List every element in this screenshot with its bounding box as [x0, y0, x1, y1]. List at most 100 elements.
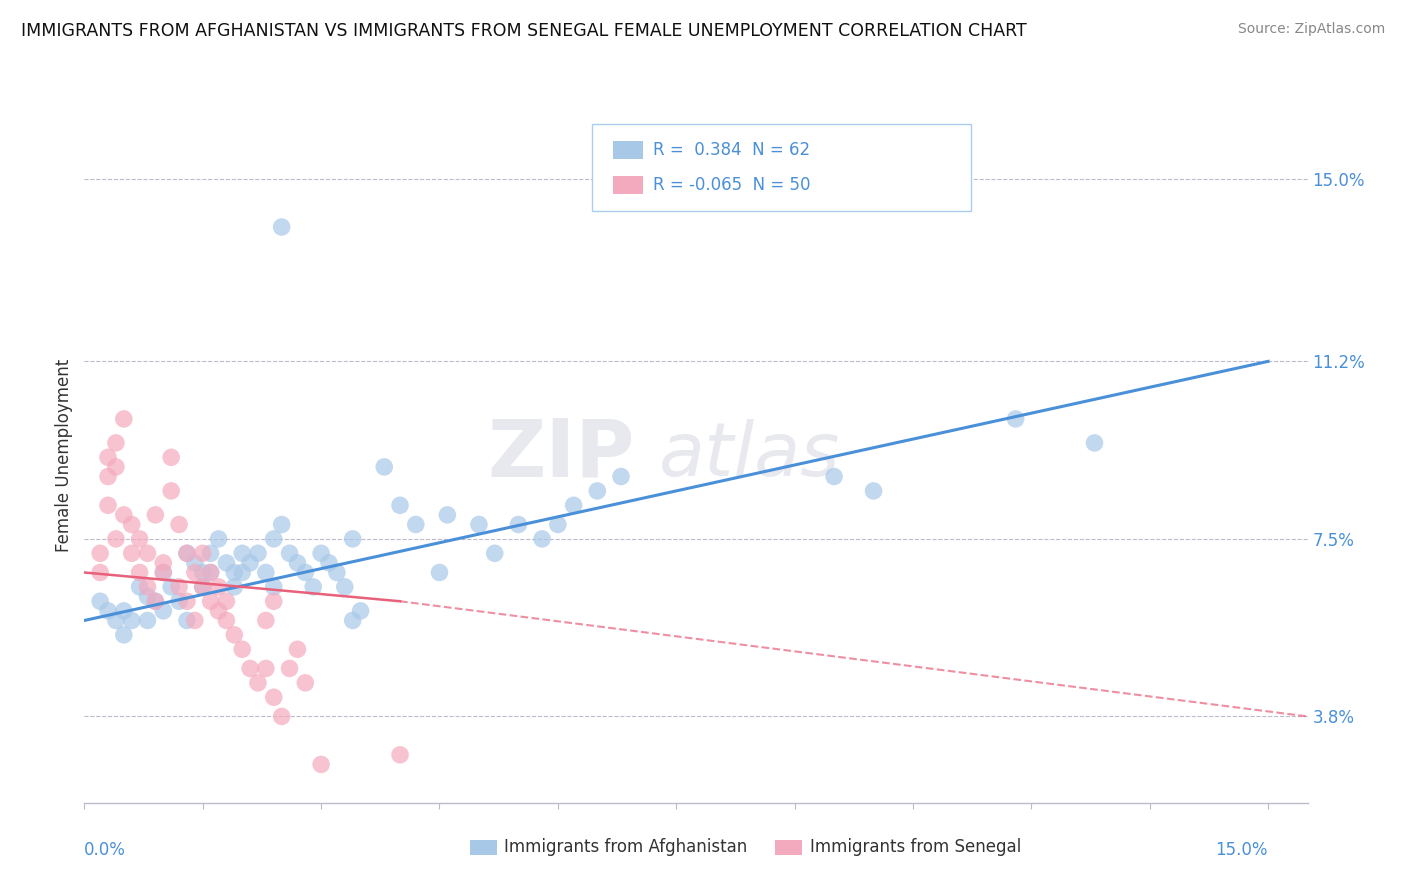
Point: [136, 546, 159, 560]
Point: [389, 747, 412, 762]
Point: [89, 546, 111, 560]
Point: [128, 580, 150, 594]
Point: [184, 614, 207, 628]
Point: [200, 566, 222, 580]
Point: [152, 556, 174, 570]
Point: [152, 604, 174, 618]
Y-axis label: Female Unemployment: Female Unemployment: [55, 359, 73, 551]
Point: [326, 566, 349, 580]
Point: [263, 690, 285, 705]
Point: [309, 757, 332, 772]
Point: [215, 614, 238, 628]
Text: R = -0.065  N = 50: R = -0.065 N = 50: [654, 176, 811, 194]
Point: [224, 628, 246, 642]
Text: 15.0%: 15.0%: [1216, 841, 1268, 859]
Point: [294, 566, 316, 580]
Point: [167, 594, 190, 608]
Point: [176, 546, 198, 560]
Bar: [613, 177, 644, 194]
Point: [145, 594, 167, 608]
Point: [152, 566, 174, 580]
Point: [239, 556, 262, 570]
Point: [167, 517, 190, 532]
Point: [121, 614, 143, 628]
Point: [104, 436, 127, 450]
Point: [468, 517, 491, 532]
Point: [823, 469, 845, 483]
Point: [112, 508, 135, 522]
Point: [176, 546, 198, 560]
Point: [263, 594, 285, 608]
Point: [207, 604, 229, 618]
Point: [429, 566, 451, 580]
Point: [278, 661, 301, 675]
Bar: [613, 142, 644, 159]
Text: Source: ZipAtlas.com: Source: ZipAtlas.com: [1237, 22, 1385, 37]
Point: [287, 556, 309, 570]
Point: [136, 590, 159, 604]
Point: [191, 546, 214, 560]
Point: [160, 580, 183, 594]
Point: [97, 498, 120, 512]
Point: [224, 566, 246, 580]
Point: [191, 566, 214, 580]
Point: [104, 614, 127, 628]
Point: [389, 498, 412, 512]
Point: [191, 580, 214, 594]
Point: [508, 517, 530, 532]
Point: [484, 546, 506, 560]
Bar: [776, 839, 803, 855]
Point: [167, 580, 190, 594]
Point: [160, 483, 183, 498]
Point: [405, 517, 427, 532]
Point: [207, 580, 229, 594]
Point: [1083, 436, 1105, 450]
Point: [254, 566, 277, 580]
Point: [97, 469, 120, 483]
Text: Immigrants from Afghanistan: Immigrants from Afghanistan: [503, 838, 747, 856]
Point: [121, 546, 143, 560]
Point: [231, 546, 253, 560]
Point: [342, 614, 364, 628]
Bar: [470, 839, 496, 855]
Point: [231, 642, 253, 657]
Point: [128, 532, 150, 546]
Point: [547, 517, 569, 532]
Point: [342, 532, 364, 546]
Point: [531, 532, 554, 546]
Point: [112, 604, 135, 618]
Point: [145, 508, 167, 522]
Point: [270, 219, 292, 234]
Point: [263, 532, 285, 546]
Point: [160, 450, 183, 465]
Text: Immigrants from Senegal: Immigrants from Senegal: [810, 838, 1021, 856]
Point: [586, 483, 609, 498]
Text: 0.0%: 0.0%: [84, 841, 127, 859]
Point: [184, 566, 207, 580]
Point: [89, 594, 111, 608]
Point: [128, 566, 150, 580]
Point: [184, 556, 207, 570]
Point: [610, 469, 633, 483]
Point: [246, 546, 269, 560]
FancyBboxPatch shape: [592, 124, 972, 211]
Point: [270, 709, 292, 723]
Point: [224, 580, 246, 594]
Point: [121, 517, 143, 532]
Text: atlas: atlas: [659, 419, 841, 491]
Point: [200, 566, 222, 580]
Point: [104, 532, 127, 546]
Point: [294, 676, 316, 690]
Point: [145, 594, 167, 608]
Point: [112, 412, 135, 426]
Point: [254, 661, 277, 675]
Point: [97, 450, 120, 465]
Point: [246, 676, 269, 690]
Point: [239, 661, 262, 675]
Point: [436, 508, 458, 522]
Text: R =  0.384  N = 62: R = 0.384 N = 62: [654, 141, 810, 159]
Point: [231, 566, 253, 580]
Point: [1004, 412, 1026, 426]
Point: [302, 580, 325, 594]
Point: [215, 556, 238, 570]
